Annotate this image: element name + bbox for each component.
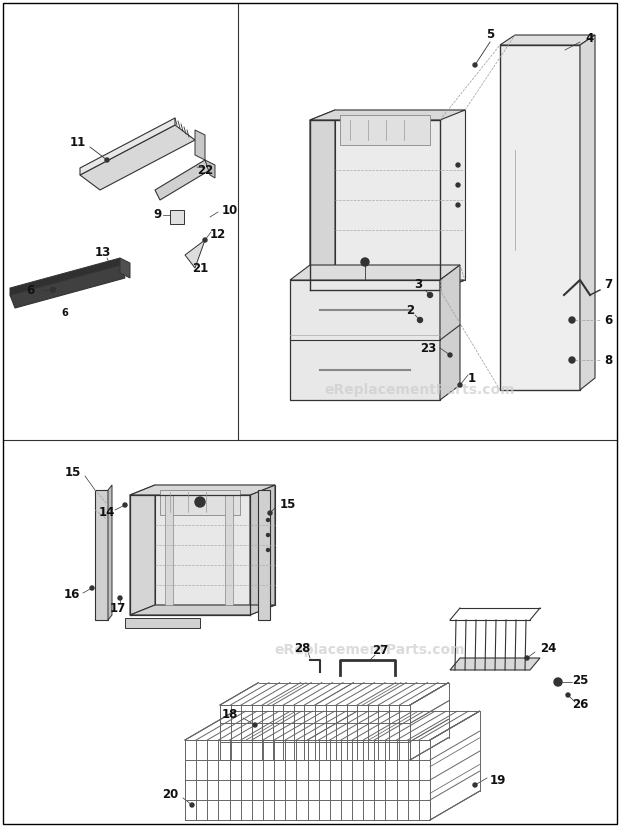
Text: 15: 15 (65, 466, 81, 479)
Circle shape (105, 158, 109, 162)
Polygon shape (340, 115, 430, 145)
Text: 13: 13 (95, 246, 111, 260)
Text: 14: 14 (99, 506, 115, 519)
Circle shape (473, 63, 477, 67)
Text: 6: 6 (604, 313, 612, 327)
Text: 15: 15 (280, 499, 296, 512)
Circle shape (267, 519, 270, 522)
Text: 9: 9 (154, 208, 162, 222)
Polygon shape (258, 490, 270, 620)
Circle shape (253, 723, 257, 727)
Text: 28: 28 (294, 642, 310, 654)
Text: 4: 4 (586, 31, 594, 45)
Circle shape (554, 678, 562, 686)
Polygon shape (310, 110, 465, 120)
Text: 10: 10 (222, 203, 238, 217)
Text: 7: 7 (604, 279, 612, 291)
Polygon shape (120, 258, 130, 278)
Polygon shape (335, 110, 465, 280)
Polygon shape (10, 258, 120, 295)
Polygon shape (290, 265, 460, 280)
Circle shape (525, 656, 529, 660)
Polygon shape (165, 495, 173, 605)
Circle shape (473, 783, 477, 787)
Circle shape (456, 163, 460, 167)
Bar (170, 210, 184, 224)
Circle shape (456, 203, 460, 207)
Circle shape (569, 357, 575, 363)
Text: 22: 22 (197, 164, 213, 176)
Circle shape (428, 293, 433, 298)
Polygon shape (205, 160, 215, 178)
Circle shape (566, 693, 570, 697)
Text: 3: 3 (414, 279, 422, 291)
Text: 8: 8 (604, 353, 612, 366)
Polygon shape (108, 485, 112, 620)
Text: 6: 6 (26, 284, 34, 297)
Polygon shape (500, 35, 595, 45)
Text: 23: 23 (420, 342, 436, 355)
Circle shape (267, 548, 270, 552)
Text: 20: 20 (162, 788, 178, 801)
Polygon shape (250, 485, 275, 615)
Polygon shape (450, 658, 540, 670)
Text: 16: 16 (64, 589, 80, 601)
Polygon shape (580, 35, 595, 390)
Circle shape (456, 183, 460, 187)
Circle shape (361, 258, 369, 266)
Circle shape (448, 353, 452, 357)
Circle shape (267, 533, 270, 537)
Text: 11: 11 (70, 136, 86, 150)
Polygon shape (125, 618, 200, 628)
Polygon shape (130, 485, 155, 615)
Text: 5: 5 (486, 28, 494, 41)
Circle shape (118, 596, 122, 600)
Circle shape (190, 803, 194, 807)
Polygon shape (80, 125, 195, 190)
Polygon shape (225, 495, 233, 605)
Polygon shape (10, 265, 125, 308)
Polygon shape (80, 118, 175, 175)
Polygon shape (310, 280, 465, 290)
Polygon shape (500, 45, 580, 390)
Text: 12: 12 (210, 228, 226, 241)
Polygon shape (440, 265, 460, 400)
Polygon shape (195, 130, 205, 160)
Text: eReplacementParts.com: eReplacementParts.com (275, 643, 465, 657)
Circle shape (123, 503, 127, 507)
Polygon shape (95, 490, 108, 620)
Text: 26: 26 (572, 699, 588, 711)
Polygon shape (185, 240, 205, 268)
Text: 18: 18 (222, 709, 238, 721)
Polygon shape (130, 485, 275, 495)
Polygon shape (440, 110, 465, 290)
Circle shape (458, 383, 462, 387)
Text: 21: 21 (192, 261, 208, 275)
Polygon shape (155, 485, 275, 605)
Polygon shape (160, 490, 240, 515)
Text: 2: 2 (406, 304, 414, 317)
Circle shape (90, 586, 94, 590)
Circle shape (268, 511, 272, 515)
Text: 19: 19 (490, 773, 506, 786)
Circle shape (50, 288, 56, 293)
Text: 6: 6 (61, 308, 68, 318)
Text: 27: 27 (372, 643, 388, 657)
Text: 1: 1 (468, 371, 476, 385)
Polygon shape (130, 605, 275, 615)
Text: 24: 24 (540, 642, 556, 654)
Circle shape (569, 317, 575, 323)
Polygon shape (310, 110, 335, 290)
Text: eReplacementParts.com: eReplacementParts.com (325, 383, 515, 397)
Circle shape (203, 238, 207, 242)
Polygon shape (290, 280, 440, 400)
Circle shape (195, 497, 205, 507)
Text: 17: 17 (110, 601, 126, 614)
Text: 25: 25 (572, 673, 588, 686)
Circle shape (417, 318, 422, 323)
Polygon shape (155, 160, 210, 200)
